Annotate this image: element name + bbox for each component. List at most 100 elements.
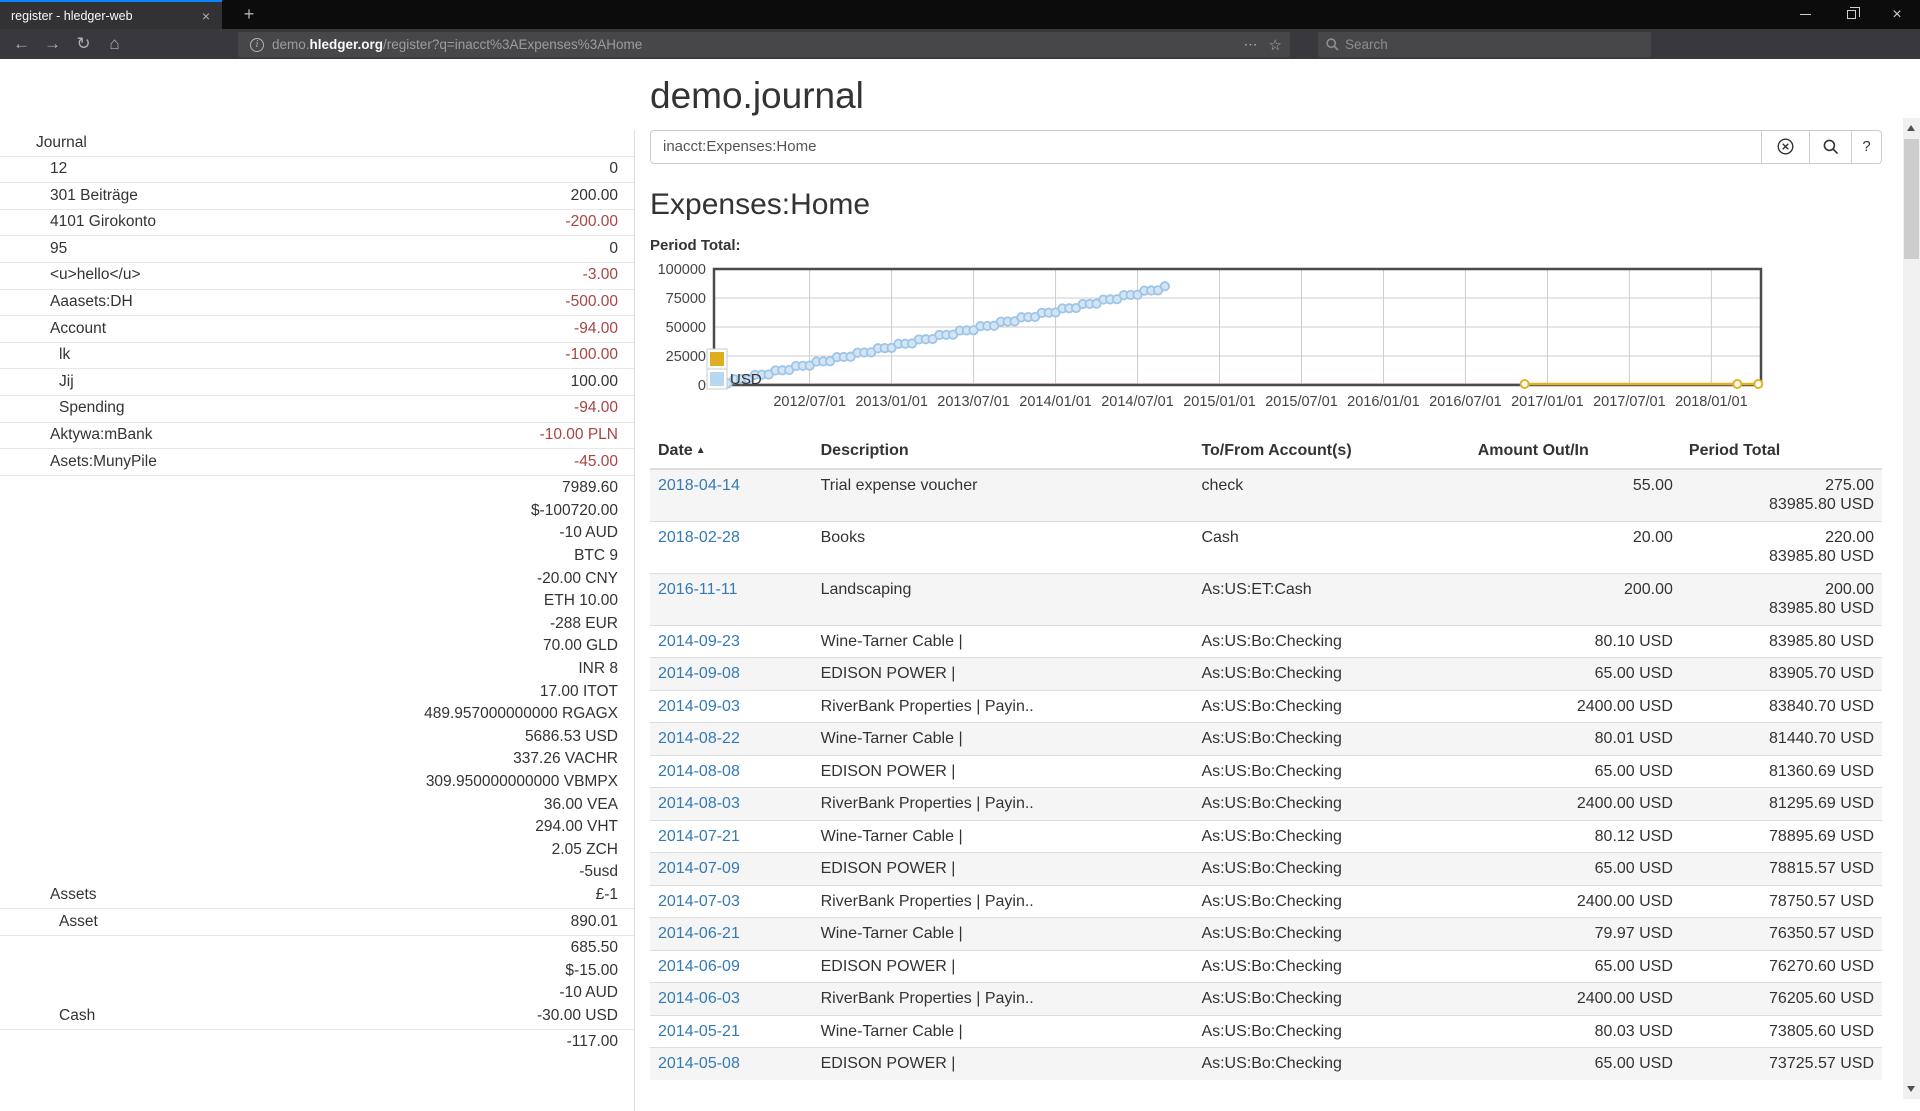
sidebar-account-row[interactable]: 301 Beiträge 200.00: [0, 182, 634, 209]
account-name[interactable]: 4101 Girokonto: [50, 213, 156, 231]
chart-svg: 100000 75000 50000 25000 0 2012/07/01 2013/01/…: [658, 262, 1764, 410]
window-restore-button[interactable]: [1828, 0, 1874, 29]
sidebar-account-row[interactable]: Account -94.00: [0, 315, 634, 342]
period-total-chart[interactable]: 100000 75000 50000 25000 0 2012/07/01 2013/01/…: [650, 257, 1882, 422]
account-name[interactable]: Cash: [59, 1006, 96, 1024]
transaction-date-link[interactable]: 2014-05-21: [658, 1022, 740, 1040]
sidebar-account-row[interactable]: -117.00: [0, 1028, 634, 1056]
scroll-down-icon[interactable]: [1907, 1086, 1915, 1092]
transaction-date-link[interactable]: 2014-08-03: [658, 795, 740, 813]
url-text[interactable]: demo.hledger.org/register?q=inacct%3AExp…: [272, 37, 643, 52]
transaction-date-link[interactable]: 2014-07-21: [658, 827, 740, 845]
bookmark-star-icon[interactable]: ☆: [1268, 36, 1282, 54]
account-name[interactable]: 95: [50, 239, 68, 257]
account-name[interactable]: Aaasets:DH: [50, 293, 133, 311]
transaction-date-link[interactable]: 2014-09-03: [658, 697, 740, 715]
table-row[interactable]: 2014-06-21 Wine-Tarner Cable | As:US:Bo:Ch…: [650, 917, 1882, 951]
sidebar-account-row[interactable]: <u>hello</u> -3.00: [0, 261, 634, 289]
account-name[interactable]: Account: [50, 319, 107, 337]
account-name[interactable]: Asets:MunyPile: [50, 452, 157, 470]
table-row[interactable]: 2018-04-14 Trial expense voucher check 55.0…: [650, 468, 1882, 522]
sidebar-account-row[interactable]: Aaasets:DH -500.00: [0, 288, 634, 316]
account-name[interactable]: <u>hello</u>: [50, 266, 141, 284]
page-actions-icon[interactable]: ⋯: [1243, 36, 1259, 52]
table-row[interactable]: 2014-09-08 EDISON POWER | As:US:Bo:Checkin…: [650, 657, 1882, 691]
sidebar-account-row[interactable]: Asets:MunyPile -45.00: [0, 448, 634, 475]
account-name[interactable]: Aktywa:mBank: [50, 426, 153, 444]
transaction-date-link[interactable]: 2014-08-22: [658, 730, 740, 748]
transaction-date-link[interactable]: 2014-06-21: [658, 925, 740, 943]
query-input[interactable]: [650, 129, 1762, 164]
transaction-date-link[interactable]: 2018-02-28: [658, 528, 740, 546]
sidebar-account-row[interactable]: Assets 7989.60 $-100720.00 -10 AUD BTC 9 -20.…: [0, 474, 634, 908]
page-scrollbar[interactable]: [1903, 118, 1920, 1099]
search-button[interactable]: [1810, 129, 1852, 164]
col-account[interactable]: To/From Account(s): [1193, 433, 1470, 470]
account-name[interactable]: 301 Beiträge: [50, 186, 138, 204]
table-row[interactable]: 2016-11-11 Landscaping As:US:ET:Cash 200.00…: [650, 572, 1882, 626]
browser-tab-active[interactable]: register - hledger-web ×: [0, 0, 222, 29]
table-row[interactable]: 2014-09-03 RiverBank Properties | Payin..…: [650, 689, 1882, 723]
transaction-date-link[interactable]: 2014-06-03: [658, 990, 740, 1008]
url-bar[interactable]: i demo.hledger.org/register?q=inacct%3AE…: [238, 32, 1290, 57]
table-row[interactable]: 2014-07-21 Wine-Tarner Cable | As:US:Bo:Ch…: [650, 819, 1882, 853]
account-name[interactable]: Jij: [59, 372, 74, 390]
account-name[interactable]: lk: [59, 346, 71, 364]
col-description[interactable]: Description: [812, 433, 1194, 470]
scrollbar-thumb[interactable]: [1904, 139, 1919, 259]
sidebar-account-row[interactable]: Jij 100.00: [0, 368, 634, 395]
sidebar-account-row[interactable]: Aktywa:mBank -10.00 PLN: [0, 421, 634, 449]
table-row[interactable]: 2014-08-08 EDISON POWER | As:US:Bo:Checkin…: [650, 754, 1882, 788]
new-tab-button[interactable]: +: [243, 4, 255, 24]
account-name[interactable]: 12: [50, 160, 68, 178]
tab-close-icon[interactable]: ×: [201, 7, 210, 24]
col-period-total[interactable]: Period Total: [1680, 433, 1882, 470]
reload-icon[interactable]: ↻: [76, 34, 91, 53]
transaction-date-link[interactable]: 2014-05-08: [658, 1055, 740, 1073]
table-row[interactable]: 2014-08-22 Wine-Tarner Cable | As:US:Bo:Ch…: [650, 722, 1882, 756]
sidebar-account-row[interactable]: 4101 Girokonto -200.00: [0, 208, 634, 236]
clear-circle-x-icon: [1777, 138, 1794, 155]
table-row[interactable]: 2014-08-03 RiverBank Properties | Payin..…: [650, 787, 1882, 821]
site-info-icon[interactable]: i: [250, 37, 264, 52]
table-row[interactable]: 2014-05-21 Wine-Tarner Cable | As:US:Bo:Ch…: [650, 1014, 1882, 1048]
transaction-date-link[interactable]: 2014-08-08: [658, 762, 740, 780]
back-icon[interactable]: ←: [13, 34, 30, 53]
transaction-date-link[interactable]: 2016-11-11: [658, 580, 738, 598]
sidebar-account-row[interactable]: 12 0: [0, 155, 634, 183]
account-name[interactable]: Journal: [36, 133, 87, 151]
home-icon[interactable]: ⌂: [109, 34, 120, 53]
clear-query-button[interactable]: [1762, 129, 1810, 164]
sidebar-account-row[interactable]: 95 0: [0, 235, 634, 262]
window-close-button[interactable]: ×: [1892, 5, 1902, 23]
window-minimize-button[interactable]: [1782, 0, 1828, 29]
help-button[interactable]: ?: [1852, 129, 1882, 164]
browser-search-field[interactable]: Search: [1318, 32, 1651, 57]
sidebar-account-row[interactable]: Journal: [0, 130, 634, 156]
table-row[interactable]: 2014-06-03 RiverBank Properties | Payin..…: [650, 982, 1882, 1016]
transaction-date-link[interactable]: 2014-07-09: [658, 860, 740, 878]
table-row[interactable]: 2014-09-23 Wine-Tarner Cable | As:US:Bo:Ch…: [650, 624, 1882, 658]
account-name[interactable]: Assets: [50, 885, 97, 903]
table-row[interactable]: 2014-07-03 RiverBank Properties | Payin..…: [650, 884, 1882, 918]
col-date[interactable]: Date ▲: [650, 433, 813, 470]
forward-icon[interactable]: →: [44, 34, 61, 53]
sidebar-account-row[interactable]: Cash 685.50 $-15.00 -10 AUD -30.00 USD: [0, 934, 634, 1029]
sidebar-account-row[interactable]: Asset 890.01: [0, 908, 634, 935]
transaction-date-link[interactable]: 2014-09-23: [658, 632, 740, 650]
transaction-date-link[interactable]: 2014-09-08: [658, 665, 740, 683]
scroll-up-icon[interactable]: [1907, 125, 1915, 131]
account-name[interactable]: Asset: [59, 912, 98, 930]
table-row[interactable]: 2014-06-09 EDISON POWER | As:US:Bo:Checkin…: [650, 949, 1882, 983]
col-amount[interactable]: Amount Out/In: [1469, 433, 1681, 470]
table-row[interactable]: 2014-07-09 EDISON POWER | As:US:Bo:Checkin…: [650, 852, 1882, 886]
transaction-date-link[interactable]: 2018-04-14: [658, 476, 740, 494]
table-row[interactable]: 2018-02-28 Books Cash 20.00 220.00 83985.80 U…: [650, 520, 1882, 574]
transaction-date-link[interactable]: 2014-06-09: [658, 957, 740, 975]
account-name[interactable]: Spending: [59, 399, 125, 417]
sidebar-account-row[interactable]: Spending -94.00: [0, 394, 634, 422]
transaction-date-link[interactable]: 2014-07-03: [658, 892, 740, 910]
sidebar-account-row[interactable]: lk -100.00: [0, 341, 634, 369]
table-row[interactable]: 2014-05-08 EDISON POWER | As:US:Bo:Checkin…: [650, 1047, 1882, 1080]
cell-date: 2014-06-09: [650, 949, 813, 983]
